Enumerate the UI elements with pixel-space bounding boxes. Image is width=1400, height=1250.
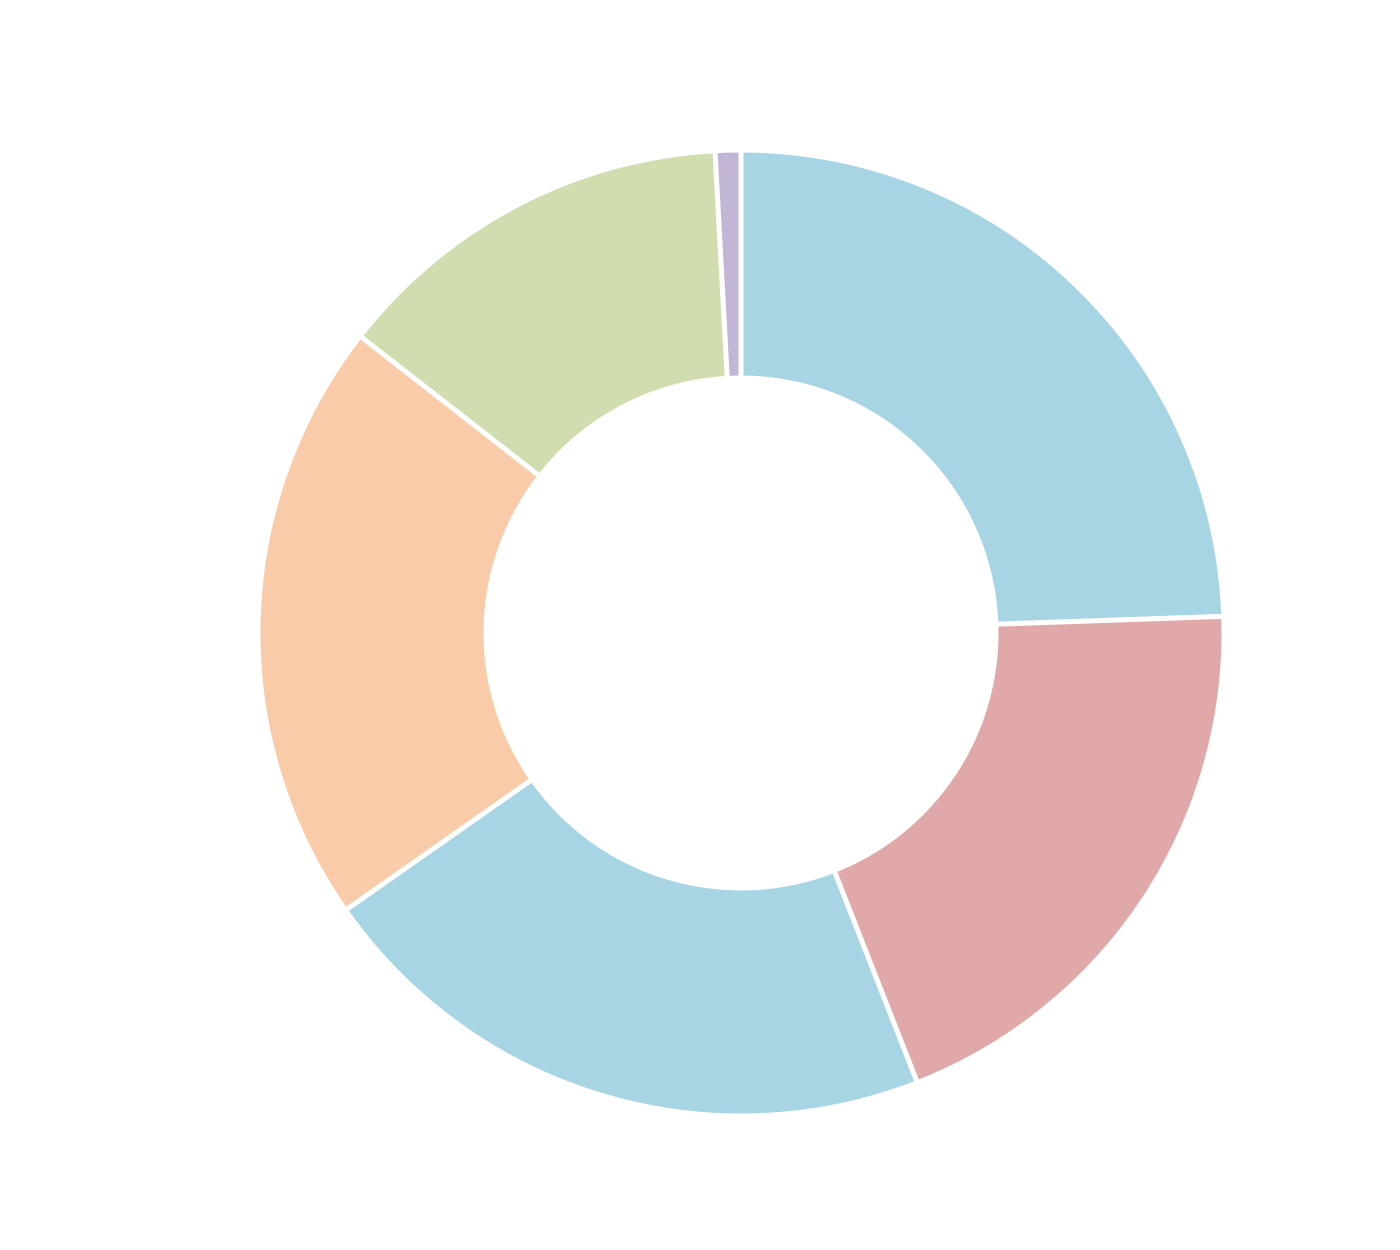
donut-slice-1: [738, 147, 1227, 627]
donut-slice-4: [255, 332, 544, 914]
donut-slice-6: [712, 147, 744, 382]
donut-slice-2: [830, 613, 1227, 1086]
donut-slice-5: [356, 148, 730, 480]
slices-group: [255, 147, 1227, 1119]
donut-slice-3: [341, 775, 921, 1119]
